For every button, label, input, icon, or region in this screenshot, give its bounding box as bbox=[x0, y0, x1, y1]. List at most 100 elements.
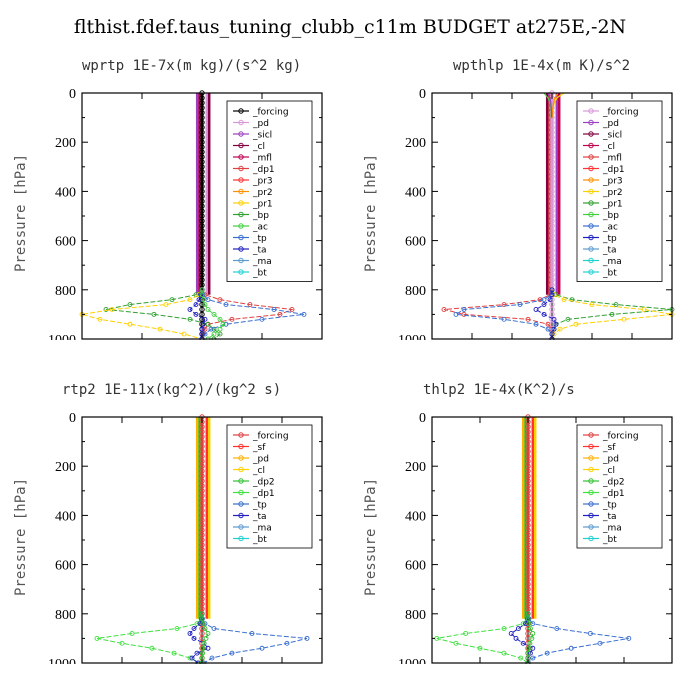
legend-marker bbox=[588, 535, 594, 542]
profile-marker bbox=[525, 507, 531, 514]
profile-marker bbox=[199, 473, 205, 479]
profile-marker bbox=[525, 606, 531, 612]
profile-marker bbox=[199, 124, 205, 131]
profile-marker bbox=[199, 433, 205, 440]
series-point bbox=[211, 326, 217, 332]
profile-marker bbox=[549, 301, 555, 308]
y-tick-label: 600 bbox=[55, 235, 76, 250]
profile-marker bbox=[199, 139, 205, 145]
profile-marker bbox=[549, 252, 555, 259]
profile-marker bbox=[199, 272, 205, 278]
series-point bbox=[573, 321, 579, 327]
profile-marker bbox=[549, 173, 555, 180]
legend-marker bbox=[238, 455, 244, 461]
legend-label: _cl bbox=[602, 466, 615, 476]
profile-marker bbox=[199, 527, 205, 533]
profile-marker bbox=[525, 473, 531, 479]
panel-title: wpthlp 1E-4x(m K)/s^2 bbox=[453, 58, 631, 74]
profile-marker bbox=[199, 532, 205, 538]
chart-svg: 02004006008001000-2.0-1.00.01.02.0_forci… bbox=[48, 87, 323, 340]
profile-marker bbox=[199, 586, 205, 592]
profile-marker bbox=[525, 497, 531, 504]
profile-marker bbox=[199, 556, 205, 563]
panel-wpthlp: wpthlp 1E-4x(m K)/s^2 Pressure [hPa] 0 20… bbox=[350, 0, 700, 340]
profile-marker bbox=[199, 119, 205, 126]
legend-marker bbox=[588, 432, 594, 438]
series-point bbox=[181, 331, 187, 337]
profile-marker bbox=[199, 252, 205, 259]
series-point bbox=[301, 311, 307, 317]
y-tick-label: 400 bbox=[55, 185, 76, 200]
series-point bbox=[191, 626, 197, 632]
series-point bbox=[541, 297, 547, 303]
legend-label: _mfl bbox=[252, 154, 272, 164]
series-point bbox=[463, 631, 469, 636]
legend-label: _pr1 bbox=[252, 200, 273, 210]
series-line bbox=[81, 289, 203, 340]
legend-label: _ta bbox=[252, 512, 267, 522]
profile-marker bbox=[549, 228, 555, 234]
profile-marker bbox=[199, 517, 205, 524]
profile-marker bbox=[199, 596, 205, 602]
legend-label: _tp bbox=[602, 501, 617, 511]
profile-marker bbox=[525, 429, 531, 435]
profile-marker bbox=[199, 625, 205, 632]
legend-marker bbox=[238, 234, 244, 241]
legend-label: _pr3 bbox=[602, 177, 623, 187]
profile-marker bbox=[199, 149, 205, 155]
series-point bbox=[529, 635, 535, 641]
legend-label: _mfl bbox=[602, 154, 622, 164]
profile-marker bbox=[525, 463, 531, 469]
series-point bbox=[223, 321, 229, 327]
profile-marker bbox=[199, 237, 205, 244]
profile-marker bbox=[199, 561, 205, 568]
profile-marker bbox=[199, 542, 205, 548]
y-tick-label: 400 bbox=[405, 185, 426, 200]
series-point bbox=[513, 635, 519, 641]
legend-label: _bt bbox=[602, 269, 617, 279]
profile-marker bbox=[525, 424, 531, 430]
series-point bbox=[200, 650, 205, 656]
series-point bbox=[541, 311, 547, 317]
series-point bbox=[199, 326, 205, 332]
profile-marker bbox=[549, 169, 555, 175]
series-point bbox=[501, 626, 507, 632]
legend-label: _ac bbox=[602, 223, 618, 233]
series-point bbox=[565, 316, 571, 322]
legend-label: _pr2 bbox=[602, 188, 623, 198]
panel-thlp2: thlp2 1E-4x(K^2)/s Pressure [hPa] 0 200 40… bbox=[350, 324, 700, 664]
profile-marker bbox=[199, 424, 205, 430]
series-point bbox=[217, 316, 223, 322]
profile-marker bbox=[199, 497, 205, 504]
legend-marker bbox=[588, 443, 594, 450]
profile-marker bbox=[549, 105, 555, 111]
series-point bbox=[193, 311, 199, 317]
series-point bbox=[187, 316, 193, 322]
series-line bbox=[96, 613, 203, 664]
profile-marker bbox=[525, 576, 531, 583]
legend-marker bbox=[238, 211, 244, 218]
y-tick-label: 400 bbox=[55, 509, 76, 524]
legend-label: _dp1 bbox=[602, 489, 625, 499]
series-point bbox=[525, 611, 531, 617]
series-point bbox=[200, 621, 206, 627]
series-point bbox=[461, 307, 467, 312]
series-point bbox=[211, 311, 217, 317]
profile-marker bbox=[525, 532, 531, 538]
profile-marker bbox=[549, 213, 555, 219]
profile-marker bbox=[199, 453, 205, 460]
profile-marker bbox=[199, 571, 205, 578]
legend-marker bbox=[588, 257, 594, 264]
profile-marker bbox=[549, 272, 555, 278]
series-point bbox=[249, 631, 255, 636]
legend-marker bbox=[588, 188, 594, 195]
series-point bbox=[97, 316, 103, 322]
series-point bbox=[568, 645, 574, 651]
profile-marker bbox=[199, 109, 205, 116]
series-point bbox=[553, 321, 559, 327]
legend-marker bbox=[588, 211, 594, 218]
profile-marker bbox=[525, 458, 531, 464]
profile-marker bbox=[199, 502, 205, 509]
legend-label: _tp bbox=[252, 234, 267, 244]
series-point bbox=[171, 650, 177, 656]
